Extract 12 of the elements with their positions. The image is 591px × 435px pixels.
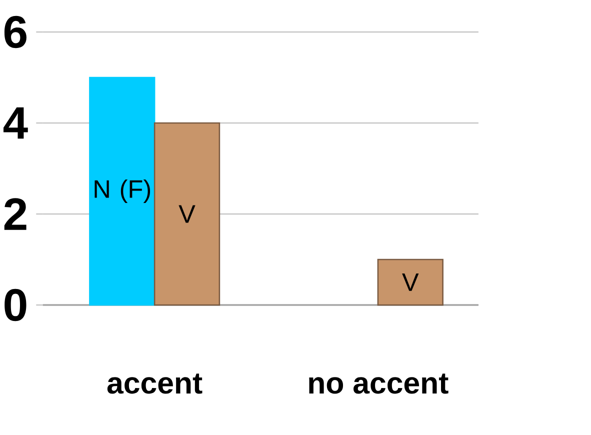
bar [89, 77, 156, 306]
x-tick-label: no accent [309, 374, 448, 394]
y-tick-label: 2 [4, 198, 26, 230]
y-tick-label: 4 [4, 107, 28, 139]
bar [154, 122, 220, 306]
bar [377, 258, 444, 306]
series-label: N (F) [94, 180, 150, 204]
y-tick-label: 0 [4, 289, 26, 322]
series-label: V [402, 274, 419, 292]
text: V [178, 205, 196, 223]
x-tick-label: accent [107, 374, 202, 394]
y-tick-label: 6 [4, 16, 26, 48]
